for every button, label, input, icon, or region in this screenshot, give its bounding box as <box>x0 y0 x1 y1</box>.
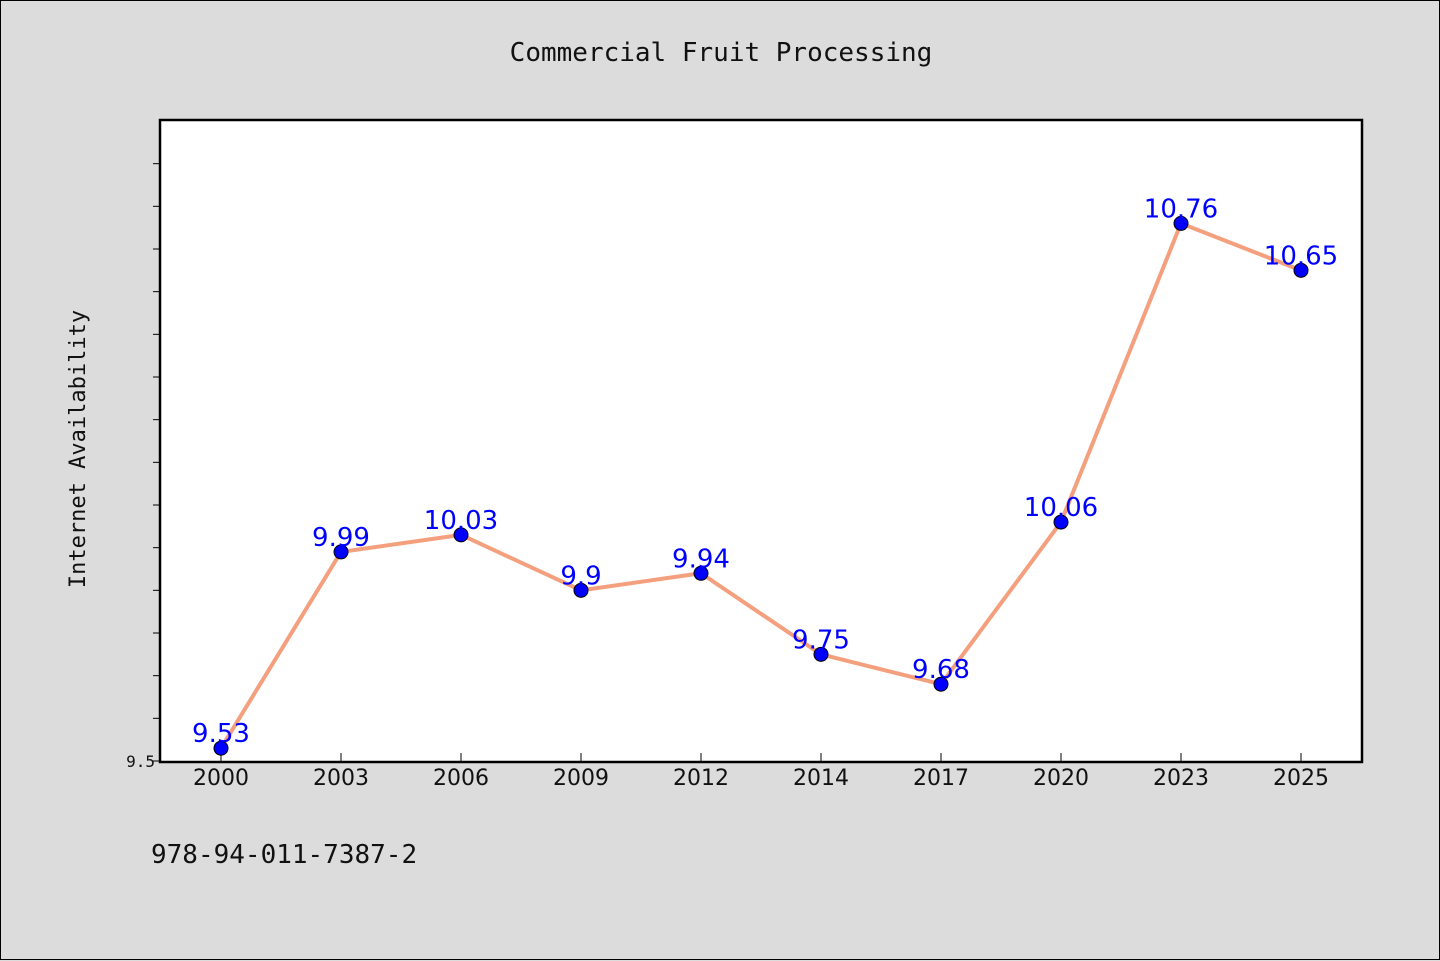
x-tick-label: 2003 <box>313 766 369 791</box>
data-point <box>573 582 589 598</box>
data-label: 9.75 <box>792 625 850 655</box>
y-tick-label: 9.5 <box>126 752 155 771</box>
data-point <box>1293 262 1309 278</box>
data-labels-group: 9.53 9.99 10.03 9.9 9.94 9.75 9.68 10.06 10.76 10… <box>192 194 1338 749</box>
series-line <box>219 221 1302 750</box>
data-point <box>213 740 229 756</box>
data-label: 9.94 <box>672 544 730 574</box>
data-point <box>453 527 469 543</box>
data-point <box>1173 215 1189 231</box>
data-point <box>333 544 349 560</box>
x-tick-label: 2006 <box>433 766 489 791</box>
x-tick-label: 2020 <box>1033 766 1089 791</box>
x-tick-label: 2017 <box>913 766 969 791</box>
data-point <box>813 646 829 662</box>
data-label: 9.99 <box>312 523 370 553</box>
series-line-group <box>213 215 1309 756</box>
data-label: 10.03 <box>424 506 498 536</box>
data-label: 9.53 <box>192 719 250 749</box>
data-label: 9.68 <box>912 655 970 685</box>
x-tick-label: 2000 <box>193 766 249 791</box>
x-tick-label: 2009 <box>553 766 609 791</box>
data-point <box>933 676 949 692</box>
data-label: 10.76 <box>1144 194 1218 224</box>
data-point <box>1053 514 1069 530</box>
x-tick-label: 2012 <box>673 766 729 791</box>
isbn-footer: 978-94-011-7387-2 <box>151 840 417 870</box>
x-tick-label: 2023 <box>1153 766 1209 791</box>
x-tick-label: 2014 <box>793 766 849 791</box>
x-axis-ticks: 2000 2003 2006 2009 2012 2014 2017 2020 2023 2025 <box>193 753 1329 791</box>
plot-area <box>158 118 1364 764</box>
chart-title: Commercial Fruit Processing <box>510 38 933 68</box>
y-axis-label: Internet Availability <box>66 310 91 588</box>
data-point <box>693 565 709 581</box>
data-label: 10.65 <box>1264 241 1338 271</box>
y-axis-ticks: 9.5 <box>126 163 161 771</box>
data-label: 9.9 <box>560 561 601 591</box>
x-tick-label: 2025 <box>1273 766 1329 791</box>
data-label: 10.06 <box>1024 493 1098 523</box>
